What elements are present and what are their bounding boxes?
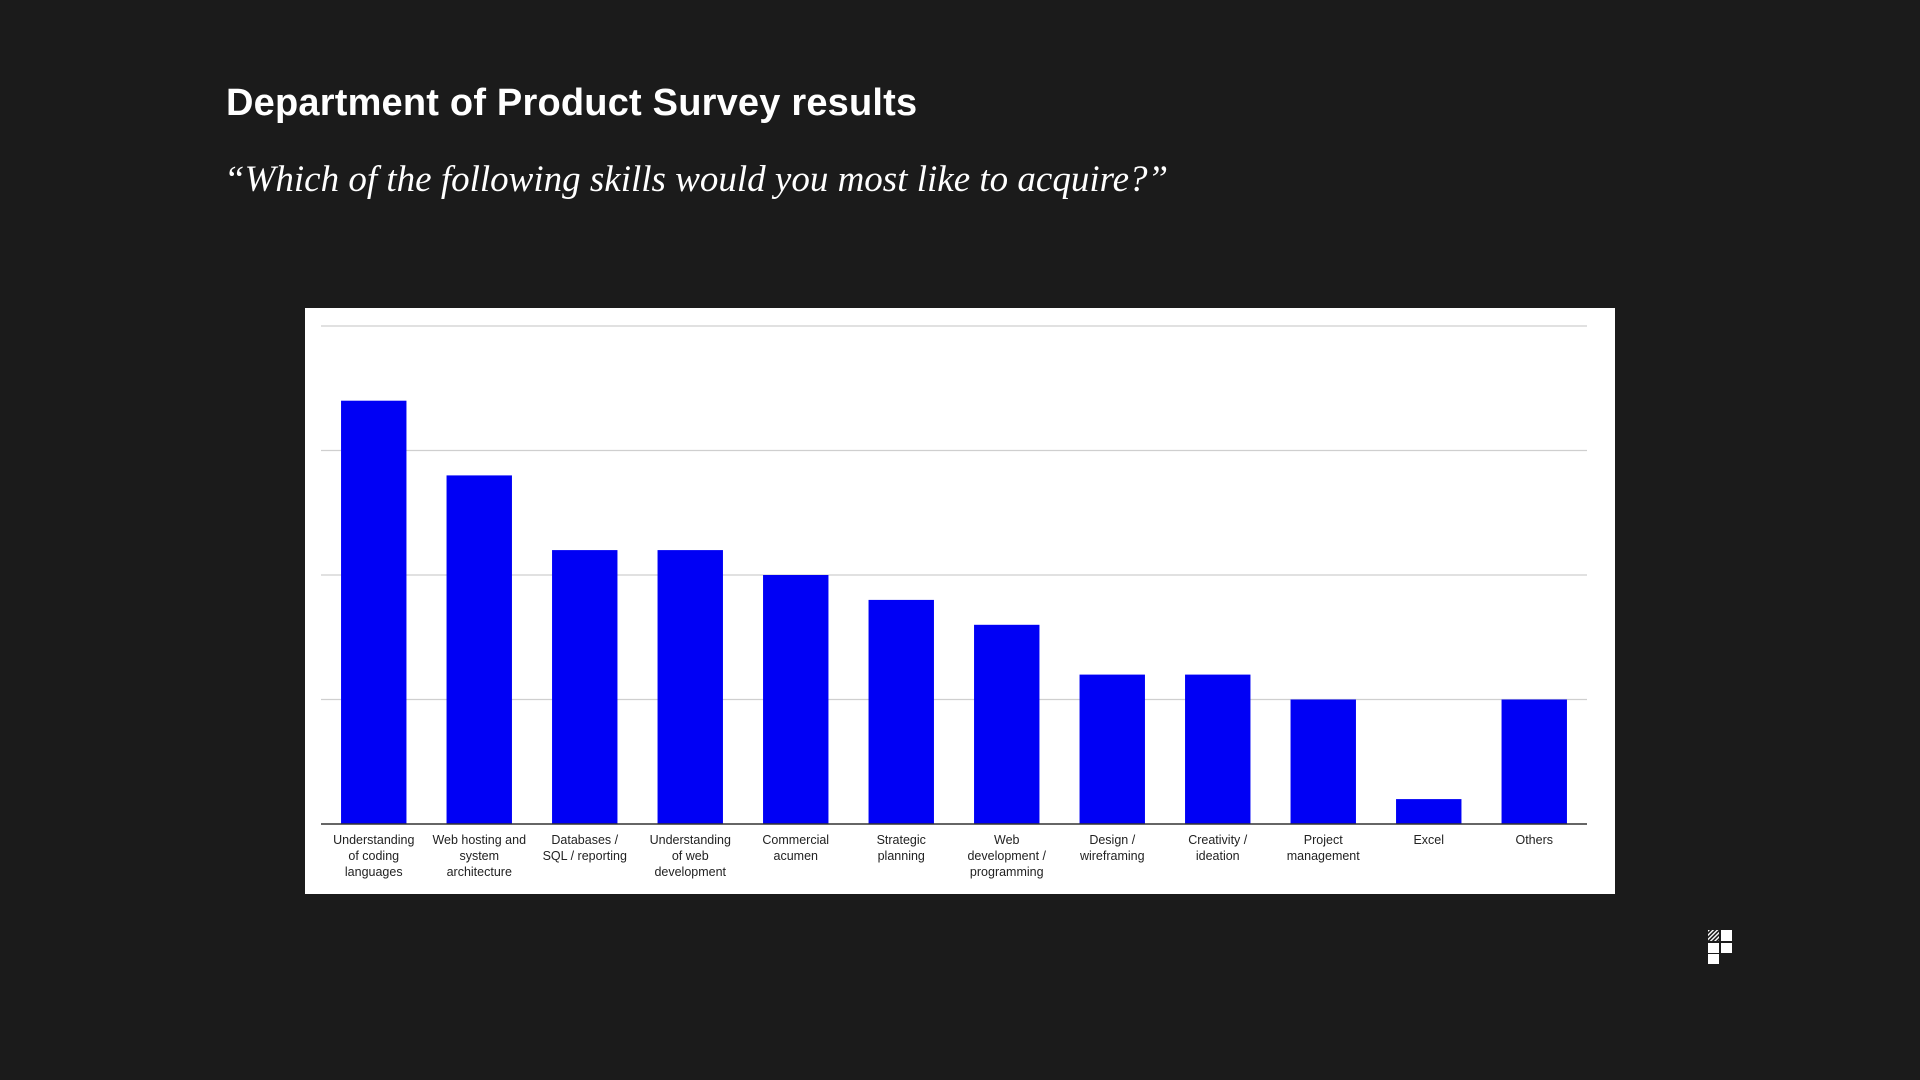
x-tick-label: Creativity / ideation bbox=[1188, 833, 1248, 863]
x-tick-label: Design / wireframing bbox=[1079, 833, 1145, 863]
x-tick-label: Databases / SQL / reporting bbox=[543, 833, 627, 863]
bar bbox=[1290, 699, 1356, 824]
bar bbox=[1185, 674, 1251, 824]
bar bbox=[763, 575, 829, 824]
bar bbox=[552, 550, 618, 824]
x-tick-label: Project management bbox=[1287, 833, 1360, 863]
bar bbox=[1396, 799, 1462, 824]
x-tick-label: Understanding of web development bbox=[650, 833, 731, 879]
x-tick-label: Strategic planning bbox=[877, 833, 926, 863]
bar bbox=[341, 400, 407, 824]
slide-title: Department of Product Survey results bbox=[226, 82, 918, 124]
bar-chart-svg: Understanding of coding languages Web hosti… bbox=[321, 325, 1587, 879]
bar bbox=[657, 550, 723, 824]
slide-subtitle: “Which of the following skills would you… bbox=[224, 159, 1169, 200]
bar bbox=[1501, 699, 1567, 824]
bar bbox=[868, 599, 934, 824]
x-tick-label: Others bbox=[1515, 833, 1553, 847]
x-tick-label: Commercial acumen bbox=[762, 833, 829, 863]
bar bbox=[446, 475, 512, 824]
bar bbox=[974, 624, 1040, 824]
x-tick-label: Understanding of coding languages bbox=[333, 833, 414, 879]
bar bbox=[1079, 674, 1145, 824]
x-tick-label: Excel bbox=[1413, 833, 1444, 847]
x-tick-label: Web hosting and system architecture bbox=[432, 833, 526, 879]
brand-logo-icon bbox=[1708, 930, 1736, 964]
x-tick-label: Web development / programming bbox=[967, 833, 1046, 879]
bar-chart: Understanding of coding languages Web hosti… bbox=[305, 308, 1615, 894]
